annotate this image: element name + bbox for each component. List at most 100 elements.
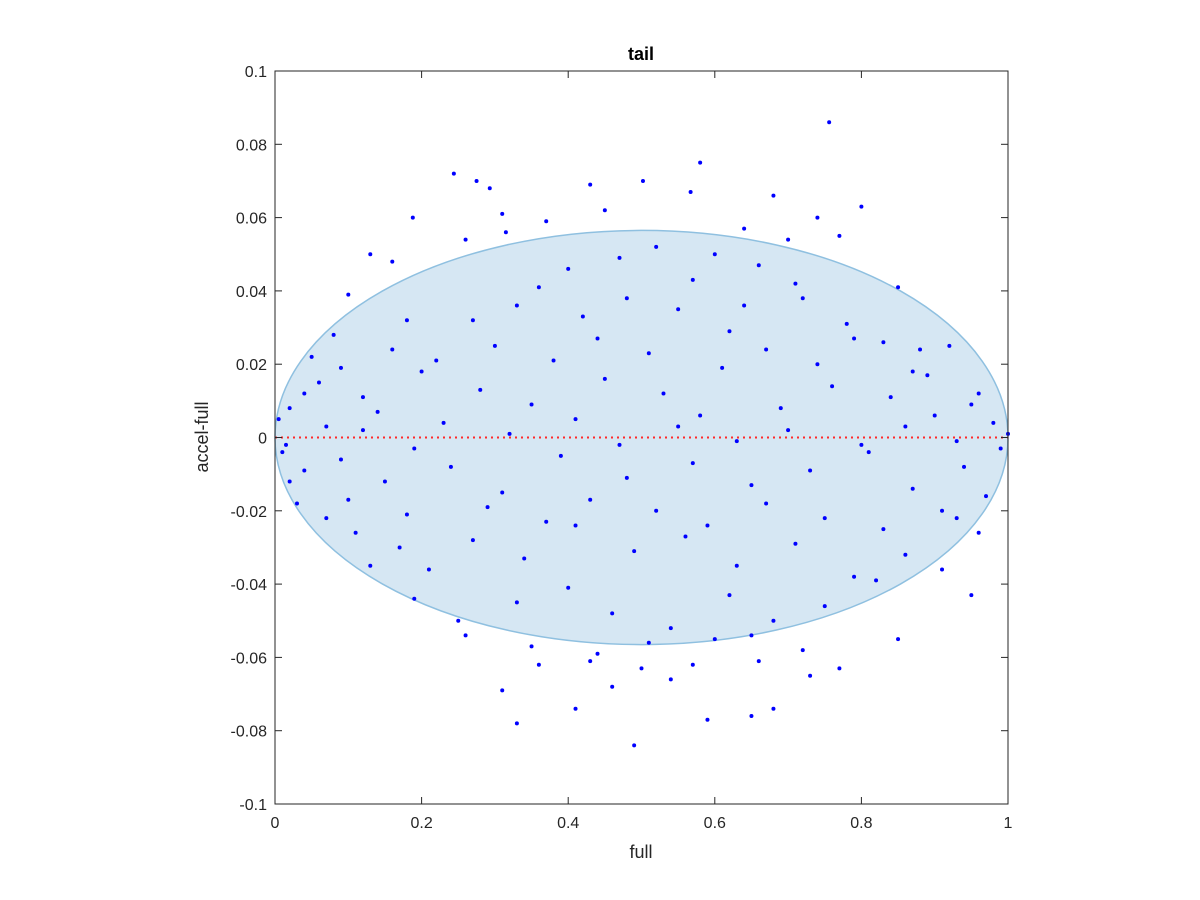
data-point	[815, 362, 820, 367]
data-point	[690, 662, 695, 667]
data-point	[793, 281, 798, 286]
data-point	[683, 534, 688, 539]
data-point	[661, 391, 666, 396]
data-point	[346, 497, 351, 502]
data-point	[522, 556, 527, 561]
x-tick-label: 0.6	[704, 815, 726, 832]
data-point	[485, 505, 490, 510]
chart-title: tail	[628, 44, 654, 64]
data-point	[456, 618, 461, 623]
data-point	[676, 307, 681, 312]
x-tick-label: 0	[271, 815, 280, 832]
data-point	[624, 296, 629, 301]
data-point	[896, 637, 901, 642]
data-point	[500, 211, 505, 216]
data-point	[866, 450, 871, 455]
data-point	[624, 475, 629, 480]
data-point	[536, 662, 541, 667]
data-point	[382, 479, 387, 484]
data-point	[397, 545, 402, 550]
data-point	[896, 285, 901, 290]
y-tick-label: 0.1	[245, 64, 267, 81]
data-point	[276, 417, 281, 422]
data-point	[822, 604, 827, 609]
data-point	[705, 717, 710, 722]
data-point	[903, 552, 908, 557]
data-point	[338, 457, 343, 462]
data-point	[668, 626, 673, 631]
data-point	[617, 255, 622, 260]
data-point	[617, 442, 622, 447]
data-point	[324, 424, 329, 429]
data-point	[353, 530, 358, 535]
data-point	[302, 391, 307, 396]
data-point	[500, 688, 505, 693]
data-point	[969, 593, 974, 598]
data-point	[610, 684, 615, 689]
data-point	[451, 171, 456, 176]
data-point	[309, 354, 314, 359]
data-point	[940, 567, 945, 572]
data-point	[874, 578, 879, 583]
data-point	[375, 409, 380, 414]
data-point	[390, 259, 395, 264]
y-tick-label: -0.06	[231, 650, 268, 667]
data-point	[749, 483, 754, 488]
data-point	[749, 714, 754, 719]
data-point	[412, 596, 417, 601]
data-point	[903, 424, 908, 429]
data-point	[463, 633, 468, 638]
data-point	[881, 527, 886, 532]
data-point	[688, 189, 693, 194]
y-tick-label: -0.04	[231, 577, 268, 594]
data-point	[734, 563, 739, 568]
data-point	[331, 332, 336, 337]
data-point	[793, 541, 798, 546]
data-point	[778, 406, 783, 411]
y-tick-label: -0.02	[231, 504, 268, 521]
data-point	[478, 387, 483, 392]
data-point	[316, 380, 321, 385]
data-point	[610, 611, 615, 616]
data-point	[771, 193, 776, 198]
data-point	[690, 277, 695, 282]
data-point	[448, 464, 453, 469]
data-point	[368, 252, 373, 257]
data-point	[640, 178, 645, 183]
data-point	[808, 673, 813, 678]
data-point	[756, 263, 761, 268]
data-point	[764, 501, 769, 506]
data-point	[786, 237, 791, 242]
data-point	[976, 391, 981, 396]
data-point	[881, 340, 886, 345]
data-point	[698, 413, 703, 418]
data-point	[474, 178, 479, 183]
data-point	[602, 208, 607, 213]
data-point	[410, 215, 415, 220]
data-point	[441, 420, 446, 425]
data-point	[690, 461, 695, 466]
data-point	[910, 486, 915, 491]
data-point	[932, 413, 937, 418]
y-axis-ticks: -0.1 -0.08 -0.06 -0.04 -0.02 0 0.02 0.04 0.06 0.0…	[231, 64, 1008, 814]
data-point	[470, 538, 475, 543]
data-point	[639, 666, 644, 671]
data-point	[771, 618, 776, 623]
data-point	[368, 563, 373, 568]
data-point	[558, 453, 563, 458]
data-point	[529, 644, 534, 649]
data-point	[859, 204, 864, 209]
y-tick-label: -0.1	[239, 797, 267, 814]
data-point	[771, 706, 776, 711]
data-point	[302, 468, 307, 473]
data-point	[514, 303, 519, 308]
data-point	[976, 530, 981, 535]
data-point	[742, 226, 747, 231]
data-point	[720, 365, 725, 370]
data-points-layer	[276, 120, 1010, 748]
data-point	[984, 494, 989, 499]
x-tick-label: 0.2	[410, 815, 432, 832]
data-point	[827, 120, 832, 125]
data-point	[294, 501, 299, 506]
